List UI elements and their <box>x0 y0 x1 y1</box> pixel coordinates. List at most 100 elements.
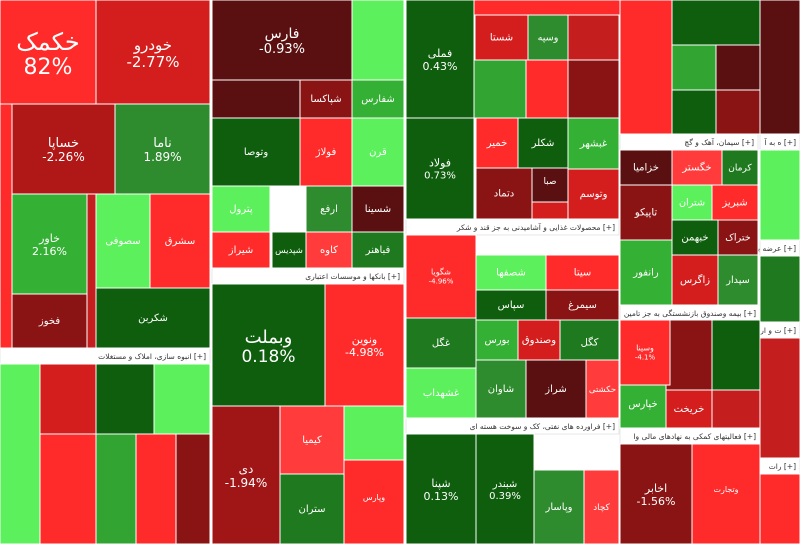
sector-header-label: محصولات غذایی و آشامیدنی به جز قند و شکر… <box>456 222 615 232</box>
stock-tile[interactable] <box>619 239 673 306</box>
stock-tile[interactable] <box>545 289 620 321</box>
stock-tile[interactable] <box>665 319 713 391</box>
stock-symbol-label: غگل <box>432 337 450 349</box>
stock-tile[interactable] <box>279 473 345 545</box>
stock-tile[interactable] <box>473 0 621 16</box>
stock-tile[interactable] <box>619 379 667 429</box>
stock-tile[interactable] <box>567 168 620 220</box>
stock-tile[interactable] <box>0 0 97 105</box>
stock-tile[interactable] <box>559 319 620 366</box>
stock-tile[interactable] <box>525 59 569 119</box>
stock-tile[interactable] <box>475 167 533 220</box>
stock-tile[interactable] <box>211 0 353 81</box>
stock-tile[interactable] <box>759 473 800 545</box>
stock-tile[interactable] <box>527 14 569 61</box>
stock-tile[interactable] <box>711 184 759 221</box>
stock-tile[interactable] <box>405 117 475 220</box>
stock-tile[interactable] <box>711 389 761 429</box>
stock-tile[interactable] <box>671 254 719 306</box>
stock-tile[interactable] <box>473 59 527 119</box>
stock-tile[interactable] <box>545 254 620 291</box>
stock-tile[interactable] <box>351 185 405 233</box>
stock-tile[interactable] <box>619 149 673 186</box>
stock-tile[interactable] <box>135 433 177 545</box>
stock-symbol-label: وسینا <box>636 344 654 353</box>
stock-tile[interactable] <box>211 79 301 119</box>
stock-tile[interactable] <box>567 59 620 119</box>
stock-symbol-label: خزامیا <box>633 163 659 174</box>
stock-tile[interactable] <box>711 319 761 391</box>
stock-symbol-label: شپدیس <box>275 246 303 256</box>
stock-tile[interactable] <box>531 201 569 220</box>
stock-tile[interactable] <box>211 405 281 545</box>
stock-tile[interactable] <box>211 231 271 269</box>
stock-tile[interactable] <box>405 0 475 119</box>
stock-tile[interactable] <box>475 433 535 545</box>
stock-tile[interactable] <box>351 231 405 269</box>
stock-tile[interactable] <box>715 44 761 91</box>
stock-tile[interactable] <box>475 289 547 321</box>
stock-tile[interactable] <box>86 193 97 349</box>
stock-tile[interactable] <box>533 469 585 545</box>
sector-header-label: انبوه سازی، املاک و مستغلات [+] <box>98 352 206 361</box>
stock-tile[interactable] <box>211 185 271 233</box>
stock-tile[interactable] <box>405 234 477 319</box>
stock-tile[interactable] <box>619 319 671 386</box>
stock-tile[interactable] <box>671 44 717 91</box>
stock-tile[interactable] <box>11 193 88 295</box>
stock-tile[interactable] <box>405 433 477 545</box>
stock-tile[interactable] <box>759 149 800 241</box>
stock-change-label: 2.16% <box>32 245 67 258</box>
stock-tile[interactable] <box>759 0 800 135</box>
stock-tile[interactable] <box>153 363 211 435</box>
stock-symbol-label: وپاسار <box>545 502 573 513</box>
stock-tile[interactable] <box>671 0 761 46</box>
stock-change-label: -0.93% <box>259 42 305 57</box>
stock-tile[interactable] <box>211 283 326 407</box>
stock-tile[interactable] <box>114 103 211 195</box>
stock-tile[interactable] <box>691 443 761 545</box>
stock-tile[interactable] <box>517 319 561 361</box>
stock-tile[interactable] <box>95 433 137 545</box>
stock-tile[interactable] <box>583 469 620 545</box>
stock-tile[interactable] <box>619 0 673 135</box>
stock-tile[interactable] <box>95 287 211 349</box>
stock-symbol-label: اخابر <box>644 482 667 495</box>
stock-tile[interactable] <box>475 117 519 169</box>
stock-tile[interactable] <box>585 359 620 419</box>
stock-tile[interactable] <box>175 433 211 545</box>
stock-tile[interactable] <box>279 405 345 475</box>
stock-tile[interactable] <box>525 359 587 419</box>
stock-change-label: 0.18% <box>241 347 295 367</box>
stock-symbol-label: ناما <box>153 136 172 151</box>
stock-tile[interactable] <box>759 337 800 459</box>
stock-tile[interactable] <box>619 443 693 545</box>
stock-tile[interactable] <box>343 459 405 545</box>
stock-tile[interactable] <box>619 184 673 241</box>
stock-symbol-label: خاور <box>38 232 60 245</box>
stock-tile[interactable] <box>721 149 759 186</box>
stock-tile[interactable] <box>759 255 800 323</box>
stock-symbol-label: فخوز <box>38 316 60 327</box>
stock-tile[interactable] <box>671 89 717 135</box>
stock-tile[interactable] <box>95 0 211 105</box>
sector-header-label: فراورده های نفتی، کک و سوخت هسته ای [+] <box>470 422 615 431</box>
stock-tile[interactable] <box>324 283 405 407</box>
stock-tile[interactable] <box>0 363 41 545</box>
stock-symbol-label: سپدار <box>725 275 749 286</box>
stock-tile[interactable] <box>405 367 477 419</box>
stock-tile[interactable] <box>211 117 301 187</box>
stock-tile[interactable] <box>715 89 761 135</box>
stock-tile[interactable] <box>39 363 97 435</box>
stock-tile[interactable] <box>475 359 527 419</box>
stock-tile[interactable] <box>343 405 405 461</box>
stock-tile[interactable] <box>351 0 405 81</box>
stock-tile[interactable] <box>717 254 759 306</box>
stock-tile[interactable] <box>39 433 97 545</box>
stock-tile[interactable] <box>95 363 155 435</box>
stock-tile[interactable] <box>299 117 353 187</box>
stock-tile[interactable] <box>717 219 759 256</box>
stock-tile[interactable] <box>0 103 13 349</box>
stock-tile[interactable] <box>567 14 620 61</box>
stock-tile[interactable] <box>517 117 569 169</box>
